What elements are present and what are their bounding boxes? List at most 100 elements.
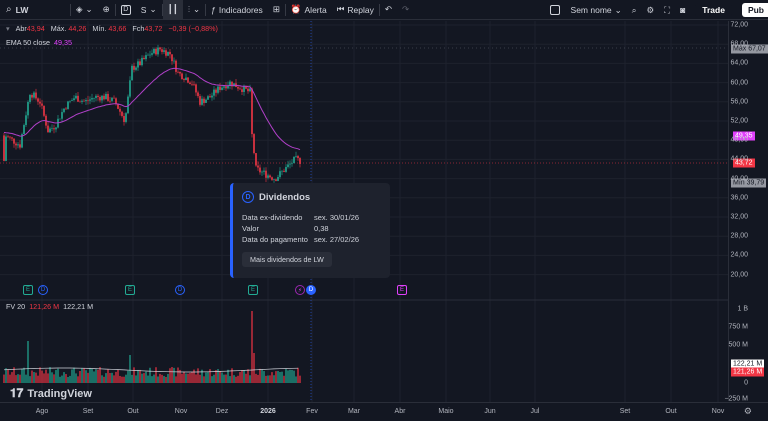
dividend-marker-active[interactable]: D bbox=[306, 285, 316, 295]
candle-body bbox=[231, 81, 233, 87]
open-value: Abr43,94 bbox=[15, 24, 45, 33]
volume-bar bbox=[97, 369, 99, 383]
layout-button[interactable]: Sem nome ⌄ bbox=[545, 0, 627, 20]
candle-body bbox=[85, 100, 87, 102]
candle-body bbox=[83, 100, 85, 102]
ohlc-legend: ▾ Abr43,94 Máx. 44,26 Mín. 43,66 Fch43,7… bbox=[6, 24, 218, 33]
legend-toggle[interactable]: ▾ bbox=[6, 24, 10, 33]
add-symbol-button[interactable]: ⊕ bbox=[98, 0, 115, 20]
watch-button[interactable]: ◈ ⌄ bbox=[71, 0, 98, 20]
volume-bar bbox=[227, 369, 229, 383]
candle-body bbox=[253, 134, 255, 154]
settings-button[interactable]: ⚙ bbox=[642, 0, 660, 20]
candle-body bbox=[17, 144, 19, 146]
volume-bar bbox=[29, 376, 31, 383]
volume-bar bbox=[31, 370, 33, 383]
tooltip-header: D Dividendos bbox=[242, 191, 381, 203]
trade-button[interactable]: Trade bbox=[690, 0, 737, 20]
candle-body bbox=[15, 143, 17, 146]
publish-button[interactable]: Pub bbox=[737, 0, 768, 20]
volume-bar bbox=[123, 376, 125, 383]
volume-bar bbox=[105, 373, 107, 383]
candle-body bbox=[229, 81, 231, 86]
fullscreen-button[interactable]: ⛶ bbox=[659, 0, 675, 20]
volume-bar bbox=[265, 375, 267, 383]
ema-legend[interactable]: EMA 50 close 49,35 bbox=[6, 38, 72, 47]
volume-bar bbox=[253, 353, 255, 383]
candle-body bbox=[103, 95, 105, 100]
candle-body bbox=[71, 100, 73, 101]
plus-circle-icon: ⊕ bbox=[102, 4, 110, 14]
volume-bar bbox=[39, 367, 41, 383]
time-axis[interactable]: ⚙ Ago Set Out Nov Dez 2026 Fev Mar Abr Maio Jun Jul… bbox=[0, 402, 768, 421]
price-tick: 28,00 bbox=[730, 232, 748, 240]
candle-body bbox=[25, 115, 27, 126]
volume-bar bbox=[235, 376, 237, 383]
quick-search-button[interactable]: ⌕ bbox=[627, 0, 642, 20]
undo-icon: ↶ bbox=[384, 4, 392, 14]
symbol-search[interactable]: ⌕ LW bbox=[0, 0, 70, 20]
volume-bar bbox=[299, 375, 301, 383]
earnings-marker[interactable]: E bbox=[23, 285, 33, 295]
volume-bar bbox=[35, 372, 37, 383]
earnings-marker-future[interactable]: E bbox=[397, 285, 407, 295]
dividend-marker[interactable]: D bbox=[175, 285, 185, 295]
replay-button[interactable]: ⏮ Replay bbox=[332, 0, 379, 20]
templates-button[interactable]: ⊞ bbox=[268, 0, 285, 20]
undo-button[interactable]: ↶ bbox=[380, 0, 397, 20]
dividend-icon: D bbox=[242, 191, 254, 203]
volume-bar bbox=[101, 375, 103, 383]
price-tick: 56,00 bbox=[730, 98, 748, 106]
split-marker[interactable]: ⚡ bbox=[295, 285, 305, 295]
candle-body bbox=[53, 128, 55, 130]
candle-body bbox=[121, 111, 123, 116]
candle-body bbox=[123, 115, 125, 122]
tradingview-logo[interactable]: 𝟏𝟕 TradingView bbox=[10, 386, 92, 401]
candle-body bbox=[169, 51, 171, 55]
chart-type-button[interactable]: ⫶ ⌄ bbox=[183, 0, 205, 20]
volume-bar bbox=[263, 371, 265, 383]
volume-bar bbox=[293, 370, 295, 383]
earnings-marker[interactable]: E bbox=[248, 285, 258, 295]
more-dividends-button[interactable]: Mais dividendos de LW bbox=[242, 252, 332, 267]
settings-icon[interactable]: ⚙ bbox=[743, 406, 752, 416]
interval-button[interactable]: D bbox=[116, 0, 136, 20]
compare-button[interactable]: S ⌄ bbox=[136, 0, 162, 20]
divider bbox=[161, 3, 163, 16]
alert-button[interactable]: ⏰ Alerta bbox=[286, 0, 332, 20]
candle-body bbox=[41, 103, 43, 106]
time-tick: Mar bbox=[347, 408, 361, 415]
candles-button[interactable]: ┃┃ bbox=[162, 0, 183, 20]
volume-bar bbox=[251, 311, 253, 383]
candle-body bbox=[75, 95, 77, 99]
chevron-down-icon: ⌄ bbox=[192, 4, 201, 14]
price-axis[interactable]: Máx 67,07 49,35 43,72 Mín 39,79 1 B 750 … bbox=[724, 21, 768, 403]
volume-bar bbox=[87, 372, 89, 383]
earnings-marker[interactable]: E bbox=[125, 285, 135, 295]
vol-tick: 1 B bbox=[737, 305, 748, 313]
publish-label: Pub bbox=[741, 3, 768, 17]
volume-ma-tag: 122,21 M bbox=[731, 359, 765, 369]
volume-bar bbox=[153, 374, 155, 383]
volume-bar bbox=[37, 375, 39, 383]
candle-body bbox=[217, 86, 219, 93]
snapshot-button[interactable]: ◙ bbox=[675, 0, 690, 20]
volume-bar bbox=[151, 376, 153, 383]
tooltip-rows: Data ex-dividendo sex. 30/01/26 Valor 0,38… bbox=[242, 212, 381, 245]
volume-bar bbox=[261, 369, 263, 383]
volume-bar bbox=[27, 341, 29, 383]
tv-logo-icon: 𝟏𝟕 bbox=[10, 386, 24, 400]
volume-bar bbox=[69, 375, 71, 383]
dividend-marker[interactable]: D bbox=[38, 285, 48, 295]
volume-bar bbox=[25, 374, 27, 383]
volume-bar bbox=[175, 376, 177, 383]
indicators-button[interactable]: ƒ Indicadores bbox=[206, 0, 268, 20]
trade-label: Trade bbox=[695, 3, 732, 17]
redo-button[interactable]: ↷ bbox=[397, 0, 414, 20]
volume-bar bbox=[155, 367, 157, 383]
candle-body bbox=[125, 113, 127, 122]
change-value: −0,39 (−0,88%) bbox=[168, 24, 218, 33]
candle-body bbox=[181, 73, 183, 80]
volume-legend[interactable]: FV 20 121,26 M 122,21 M bbox=[6, 302, 93, 311]
candle-body bbox=[293, 156, 295, 164]
